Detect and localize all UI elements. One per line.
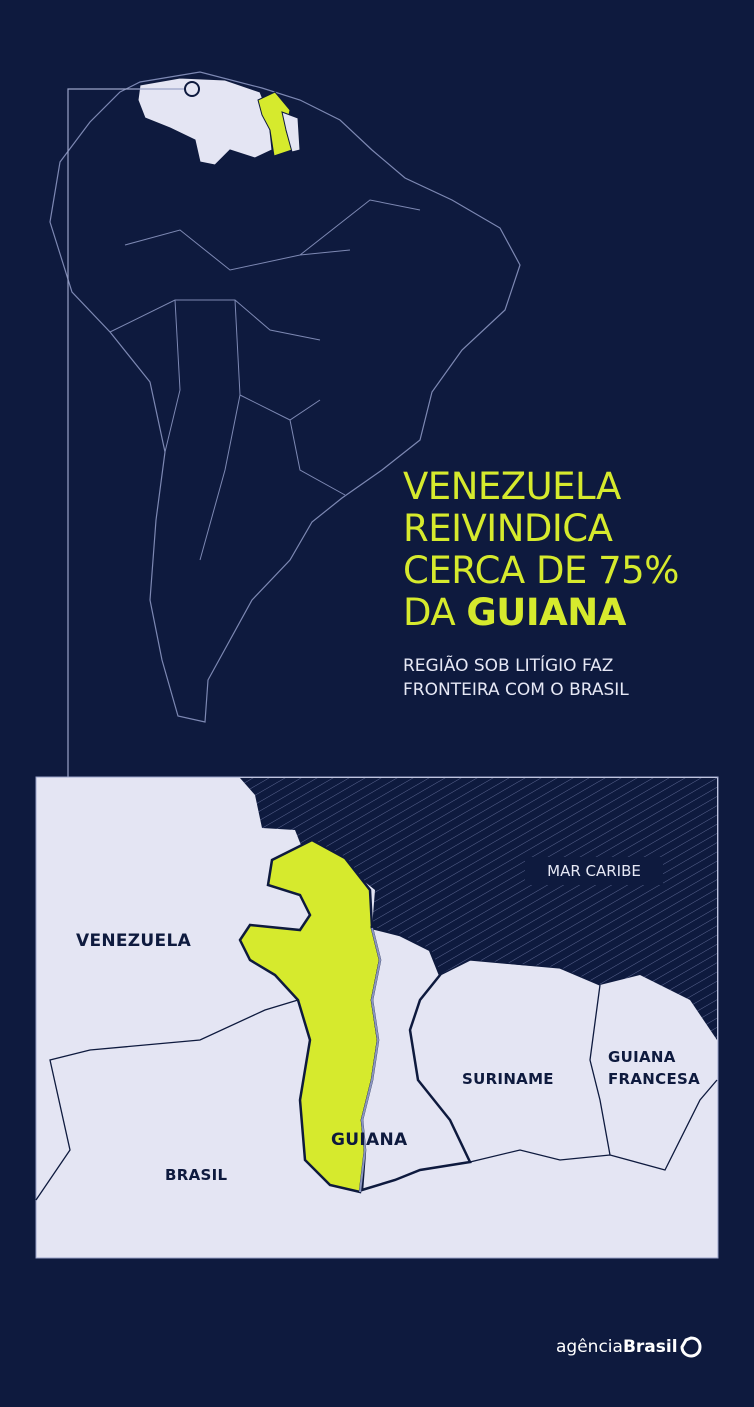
label-guiana: GUIANA bbox=[331, 1130, 408, 1150]
logo-prefix: agência bbox=[556, 1337, 623, 1357]
agencia-brasil-logo: agência Brasil bbox=[556, 1336, 702, 1358]
logo-bold: Brasil bbox=[622, 1337, 678, 1357]
headline-line4: DA GUIANA bbox=[403, 592, 679, 634]
headline-line3: CERCA DE 75% bbox=[403, 549, 679, 592]
label-suriname: SURINAME bbox=[462, 1070, 554, 1088]
subtitle-line2: FRONTEIRA COM O BRASIL bbox=[403, 680, 629, 700]
logo-mark-icon bbox=[680, 1336, 702, 1358]
subtitle-line1: REGIÃO SOB LITÍGIO FAZ bbox=[403, 656, 614, 676]
headline-line4-prefix: DA bbox=[403, 591, 467, 634]
label-mar-caribe: MAR CARIBE bbox=[525, 857, 663, 885]
connector-line bbox=[67, 88, 192, 777]
guiana-east-small bbox=[281, 111, 301, 153]
label-venezuela: VENEZUELA bbox=[76, 931, 192, 951]
headline-line1: VENEZUELA bbox=[403, 465, 621, 508]
headline-line2: REIVINDICA bbox=[403, 507, 613, 550]
sea bbox=[240, 778, 717, 1040]
headline: VENEZUELA REIVINDICA CERCA DE 75% DA GUI… bbox=[403, 466, 679, 634]
country-borders bbox=[109, 199, 421, 561]
label-guiana-francesa-line2: FRANCESA bbox=[608, 1070, 701, 1088]
label-guiana-francesa-line1: GUIANA bbox=[608, 1048, 676, 1066]
western-border bbox=[35, 959, 718, 1201]
headline-line4-bold: GUIANA bbox=[466, 591, 626, 634]
river bbox=[359, 927, 382, 1193]
label-guiana-francesa: GUIANA FRANCESA bbox=[608, 1046, 700, 1090]
south-america-outline bbox=[49, 71, 521, 723]
venezuela-highlight bbox=[137, 77, 273, 166]
subtitle: REGIÃO SOB LITÍGIO FAZ FRONTEIRA COM O B… bbox=[403, 654, 629, 702]
label-brasil: BRASIL bbox=[165, 1166, 228, 1184]
location-marker bbox=[184, 81, 200, 97]
